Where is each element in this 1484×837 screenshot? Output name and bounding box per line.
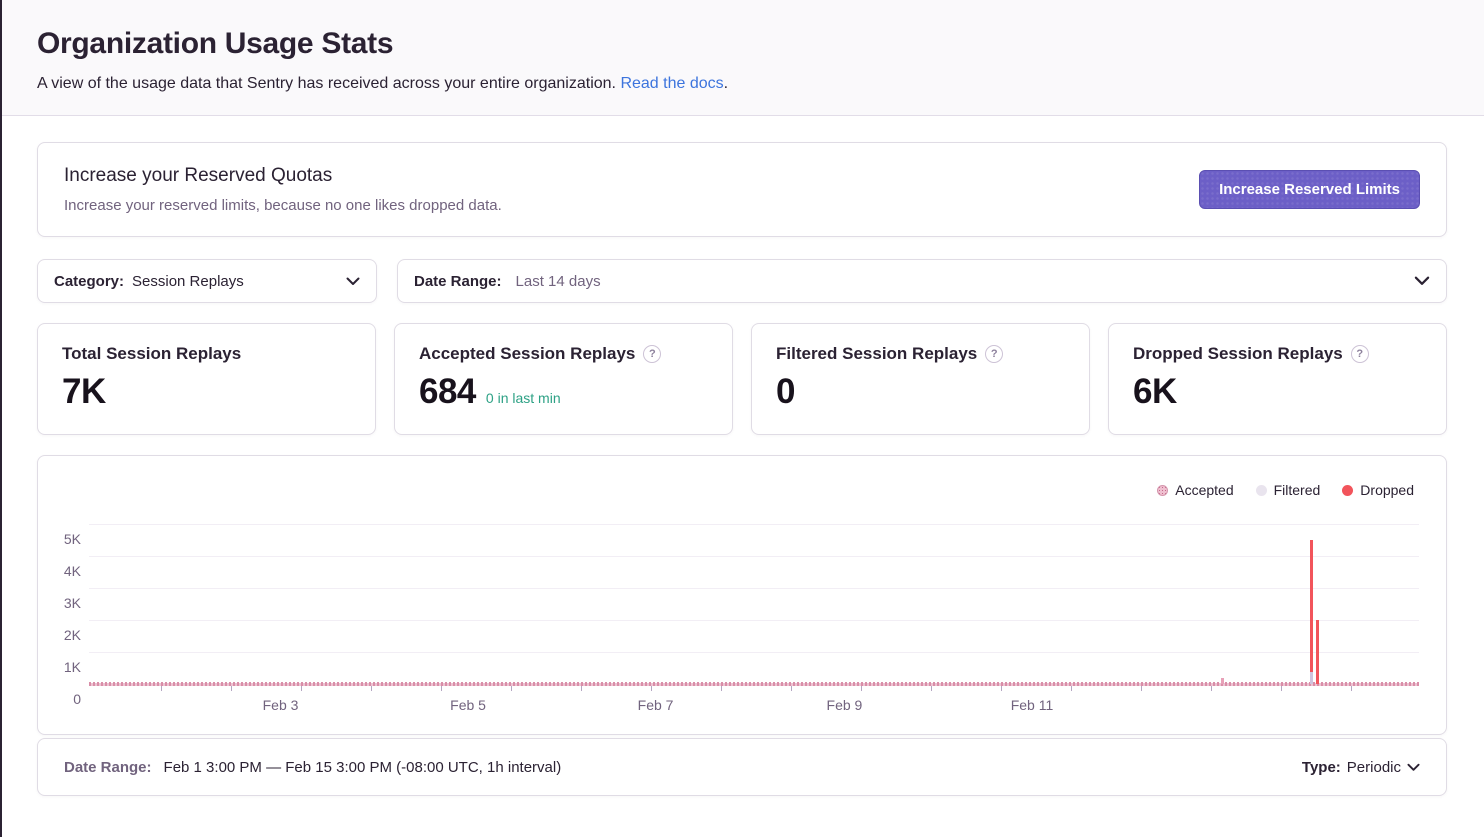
stat-card-dropped: Dropped Session Replays ? 6K [1108, 323, 1447, 435]
x-axis-tick-label: Feb 7 [637, 697, 674, 713]
stat-card-title: Accepted Session Replays [419, 344, 636, 363]
type-value: Periodic [1346, 758, 1401, 776]
legend-item-filtered[interactable]: Filtered [1255, 482, 1321, 498]
legend-item-dropped[interactable]: Dropped [1342, 482, 1414, 498]
chevron-down-icon [346, 277, 360, 286]
stat-card-live-rate: 0 in last min [485, 390, 561, 406]
gridline [89, 620, 1419, 621]
stat-card-title: Filtered Session Replays [776, 344, 978, 363]
filter-row: Category: Session Replays Date Range: La… [37, 259, 1447, 303]
page-subtitle-period: . [723, 75, 729, 92]
stat-card-value: 6K [1133, 372, 1177, 411]
help-icon[interactable]: ? [985, 345, 1004, 363]
x-axis-tick [161, 686, 162, 691]
x-axis-tick [301, 686, 302, 691]
chart-footer-date-range: Date Range: Feb 1 3:00 PM — Feb 15 3:00 … [64, 759, 561, 776]
type-label: Type: [1301, 758, 1341, 776]
x-axis-tick [791, 686, 792, 691]
y-axis-tick-label: 4K [63, 563, 81, 579]
legend-item-accepted[interactable]: Accepted [1157, 482, 1234, 498]
stat-card-filtered: Filtered Session Replays ? 0 [751, 323, 1090, 435]
y-axis-tick-label: 3K [63, 595, 81, 611]
chart-bar-dropped[interactable] [1310, 540, 1314, 673]
stat-cards-row: Total Session Replays 7K Accepted Sessio… [37, 323, 1447, 435]
quota-banner: Increase your Reserved Quotas Increase y… [37, 142, 1447, 237]
stat-card-total: Total Session Replays 7K [37, 323, 376, 435]
x-axis-tick [861, 686, 862, 691]
y-axis-tick-label: 2K [63, 627, 81, 643]
quota-banner-text: Increase your Reserved Quotas Increase y… [64, 165, 502, 214]
x-axis-tick-label: Feb 9 [826, 697, 863, 713]
stat-card-value: 7K [62, 372, 106, 411]
legend-label: Filtered [1273, 482, 1321, 498]
category-label: Category: [54, 272, 125, 290]
chevron-down-icon [1414, 276, 1430, 286]
help-icon[interactable]: ? [1350, 345, 1369, 363]
help-icon[interactable]: ? [643, 345, 662, 363]
gridline [89, 588, 1419, 589]
filtered-legend-dot-icon [1255, 484, 1267, 496]
x-axis-tick [441, 686, 442, 691]
y-axis-tick-label: 0 [73, 691, 81, 707]
x-axis-tick-label: Feb 3 [262, 697, 299, 713]
page-subtitle: A view of the usage data that Sentry has… [37, 75, 1444, 93]
date-range-label: Date Range: [414, 272, 502, 290]
chart-legend: Accepted Filtered Dropped [1157, 482, 1414, 498]
gridline [89, 524, 1419, 525]
x-axis-tick [651, 686, 652, 691]
chart-footer: Date Range: Feb 1 3:00 PM — Feb 15 3:00 … [37, 738, 1447, 796]
increase-reserved-limits-button[interactable]: Increase Reserved Limits [1199, 170, 1420, 209]
chart-plot: Feb 3 Feb 5 Feb 7 Feb 9 Feb 11 [89, 524, 1419, 713]
x-axis-tick [511, 686, 512, 691]
x-axis-tick [371, 686, 372, 691]
dropped-legend-dot-icon [1342, 484, 1354, 496]
legend-label: Dropped [1360, 482, 1414, 498]
y-axis-tick-label: 5K [63, 531, 81, 547]
category-value: Session Replays [132, 272, 244, 290]
chart-baseline-accepted-strip [89, 682, 1419, 686]
x-axis-tick [931, 686, 932, 691]
gridline [89, 652, 1419, 653]
main-content: Increase your Reserved Quotas Increase y… [0, 116, 1484, 796]
x-axis-tick [1071, 686, 1072, 691]
x-axis-tick [1141, 686, 1142, 691]
stat-card-title: Dropped Session Replays [1133, 344, 1343, 363]
x-axis-tick [1351, 686, 1352, 691]
page-title: Organization Usage Stats [37, 27, 394, 60]
x-axis-tick [1211, 686, 1212, 691]
x-axis-tick-label: Feb 5 [450, 697, 486, 713]
chart-y-axis: 0 1K 2K 3K 4K 5K [38, 524, 81, 707]
read-the-docs-link[interactable]: Read the docs [620, 75, 724, 92]
footer-date-range-label: Date Range: [64, 758, 152, 776]
x-axis-tick [231, 686, 232, 691]
category-select[interactable]: Category: Session Replays [37, 259, 377, 303]
chevron-down-icon [1407, 759, 1420, 776]
x-axis-tick-label: Feb 11 [1010, 697, 1054, 713]
legend-label: Accepted [1175, 482, 1234, 498]
stat-card-title: Total Session Replays [62, 344, 242, 363]
x-axis-tick [1281, 686, 1282, 691]
sidebar-edge [0, 0, 2, 837]
stat-card-value: 684 [419, 372, 476, 411]
stat-card-value: 0 [776, 372, 795, 411]
usage-chart-panel: Accepted Filtered Dropped 0 1K 2K 3K 4K 5K Fe… [37, 455, 1447, 735]
date-range-select[interactable]: Date Range: Last 14 days [397, 259, 1447, 303]
x-axis-tick [581, 686, 582, 691]
quota-banner-description: Increase your reserved limits, because n… [64, 197, 502, 214]
x-axis-tick [721, 686, 722, 691]
page-header: Organization Usage Stats A view of the u… [0, 0, 1484, 116]
chart-bar-accepted[interactable] [1310, 672, 1314, 684]
chart-bar-accepted[interactable] [1221, 677, 1225, 684]
footer-date-range-value: Feb 1 3:00 PM — Feb 15 3:00 PM (-08:00 U… [163, 758, 562, 776]
accepted-legend-dot-icon [1157, 484, 1169, 496]
x-axis-tick [1001, 686, 1002, 691]
gridline [89, 556, 1419, 557]
y-axis-tick-label: 1K [63, 659, 81, 675]
date-range-value: Last 14 days [515, 272, 601, 290]
quota-banner-title: Increase your Reserved Quotas [64, 165, 333, 186]
page-subtitle-text: A view of the usage data that Sentry has… [37, 75, 616, 92]
stat-card-accepted: Accepted Session Replays ? 684 0 in last… [394, 323, 733, 435]
chart-type-select[interactable]: Type: Periodic [1302, 759, 1420, 776]
chart-bar-dropped[interactable] [1315, 620, 1319, 684]
